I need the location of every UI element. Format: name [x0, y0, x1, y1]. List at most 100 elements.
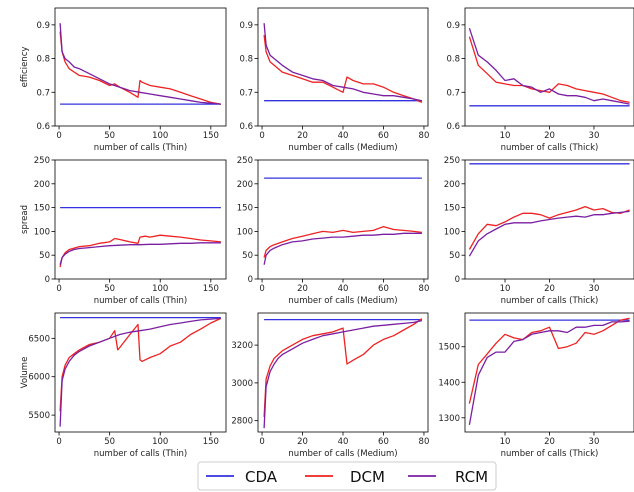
x-tick-label: 20	[544, 437, 555, 447]
y-tick-label: 0.8	[239, 55, 253, 65]
subplot-p00: 0 50 100 150 0.6 0.7 0.8 0.9 number of calls (Th…	[20, 7, 227, 153]
y-tick-label: 0	[248, 275, 253, 285]
y-tick-label: 200	[34, 180, 50, 190]
x-tick-label: 150	[203, 131, 219, 141]
series-line-dcm	[263, 34, 423, 103]
subplot-p10: 0 50 100 150 0 50 100 150 200 250 number of calls …	[20, 156, 227, 306]
x-tick-label: 0	[259, 437, 264, 447]
x-tick-label: 10	[500, 437, 511, 447]
x-axis-label: number of calls (Thick)	[501, 449, 599, 459]
y-tick-label: 0.7	[239, 88, 253, 98]
legend-label-rcm: RCM	[455, 468, 488, 486]
x-tick-label: 30	[589, 437, 600, 447]
x-tick-label: 20	[297, 284, 308, 294]
x-tick-label: 0	[56, 437, 61, 447]
x-tick-label: 150	[203, 437, 219, 447]
series-line-dcm	[59, 317, 222, 412]
y-tick-label: 2800	[231, 417, 253, 427]
series-line-rcm	[468, 27, 630, 105]
series-line-dcm	[468, 36, 630, 104]
y-tick-label: 0	[45, 275, 50, 285]
y-tick-label: 150	[237, 204, 253, 214]
subplot-p12: 10 20 30 0 50 100 150 200 250 number of calls (Th…	[444, 156, 634, 306]
x-tick-label: 50	[104, 437, 115, 447]
x-tick-label: 0	[56, 131, 61, 141]
legend-frame	[197, 461, 497, 491]
series-line-dcm	[59, 31, 222, 105]
y-tick-label: 250	[34, 156, 50, 166]
series-line-rcm	[263, 23, 423, 102]
x-axis-label: number of calls (Thick)	[501, 296, 599, 306]
y-tick-label: 5500	[28, 411, 50, 421]
x-tick-label: 0	[259, 284, 264, 294]
x-tick-label: 20	[544, 284, 555, 294]
series-line-rcm	[468, 320, 630, 426]
x-tick-label: 60	[378, 284, 389, 294]
series-line-dcm	[59, 234, 221, 268]
series-line-rcm	[59, 23, 221, 105]
x-tick-label: 40	[338, 284, 349, 294]
y-tick-label: 100	[237, 227, 253, 237]
x-tick-label: 30	[589, 131, 600, 141]
x-tick-label: 40	[338, 437, 349, 447]
subplot-p01: 0 20 40 60 80 0.6 0.7 0.8 0.9 number of calls (Me…	[239, 7, 430, 153]
x-tick-label: 80	[419, 284, 430, 294]
x-tick-label: 20	[544, 131, 555, 141]
y-tick-label: 250	[237, 156, 253, 166]
x-tick-label: 80	[419, 131, 430, 141]
x-tick-label: 60	[378, 131, 389, 141]
y-tick-label: 0.6	[239, 122, 253, 132]
y-tick-label: 50	[39, 251, 50, 261]
x-tick-label: 40	[338, 131, 349, 141]
y-tick-label: 50	[449, 251, 460, 261]
y-tick-label: 0.6	[446, 122, 460, 132]
y-tick-label: 0.9	[446, 21, 460, 31]
legend-label-dcm: DCM	[350, 468, 385, 486]
y-tick-label: 250	[444, 156, 460, 166]
y-axis-label: Volume	[20, 357, 30, 389]
x-tick-label: 30	[589, 284, 600, 294]
x-tick-label: 100	[152, 131, 168, 141]
y-tick-label: 0.9	[239, 21, 253, 31]
x-axis-label: number of calls (Thin)	[94, 449, 187, 459]
x-tick-label: 20	[297, 131, 308, 141]
y-tick-label: 100	[34, 227, 50, 237]
x-axis-label: number of calls (Thin)	[94, 143, 187, 153]
y-tick-label: 200	[237, 180, 253, 190]
x-axis-label: number of calls (Medium)	[288, 143, 397, 153]
x-tick-label: 10	[500, 131, 511, 141]
series-line-dcm	[263, 225, 422, 258]
x-tick-label: 50	[104, 131, 115, 141]
y-tick-label: 3000	[231, 379, 253, 389]
x-tick-label: 60	[378, 437, 389, 447]
series-line-dcm	[468, 317, 630, 404]
y-tick-label: 0.8	[36, 55, 50, 65]
y-tick-label: 150	[444, 204, 460, 214]
x-tick-label: 20	[297, 437, 308, 447]
axes-frame	[54, 312, 227, 433]
x-tick-label: 80	[419, 437, 430, 447]
series-line-rcm	[468, 210, 630, 257]
series-line-rcm	[263, 232, 422, 265]
x-axis-label: number of calls (Medium)	[288, 296, 397, 306]
y-tick-label: 6000	[28, 373, 50, 383]
legend: CDA DCM RCM	[197, 461, 497, 491]
y-axis-label: efficiency	[20, 47, 30, 88]
axes-frame	[257, 7, 429, 127]
y-tick-label: 1400	[438, 378, 460, 388]
subplot-p02: 10 20 30 0.6 0.7 0.8 0.9 number of calls (Thick…	[446, 7, 634, 153]
y-tick-label: 150	[34, 204, 50, 214]
y-tick-label: 100	[444, 227, 460, 237]
y-tick-label: 1300	[438, 414, 460, 424]
axes-frame	[54, 7, 227, 127]
y-tick-label: 0.7	[36, 88, 50, 98]
axes-frame	[54, 159, 227, 280]
x-tick-label: 100	[152, 284, 168, 294]
x-axis-label: number of calls (Thin)	[94, 296, 187, 306]
y-tick-label: 0	[455, 275, 460, 285]
y-tick-label: 1500	[438, 343, 460, 353]
x-tick-label: 150	[203, 284, 219, 294]
y-tick-label: 0.8	[446, 55, 460, 65]
series-line-rcm	[59, 317, 221, 427]
